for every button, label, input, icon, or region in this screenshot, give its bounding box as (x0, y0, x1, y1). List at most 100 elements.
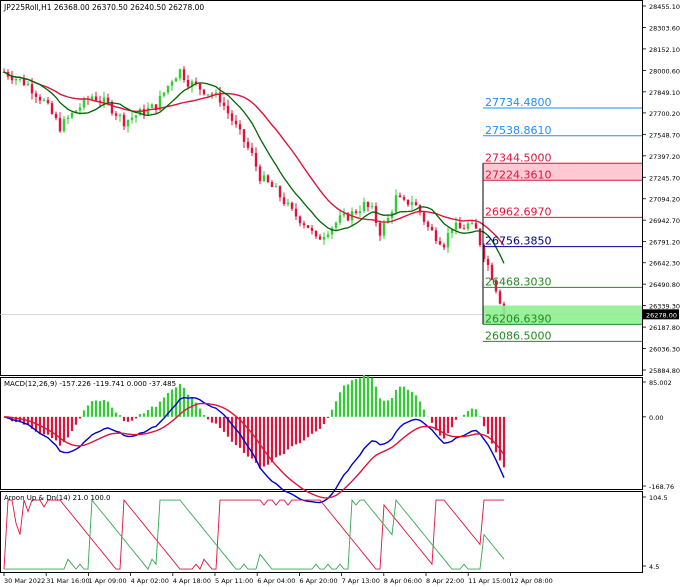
candle-body (198, 83, 202, 90)
price-tick-label: 26187.80 (649, 324, 680, 332)
candle-body (94, 96, 98, 101)
candle-body (490, 264, 494, 280)
candle-body (206, 94, 210, 96)
candle-body (270, 181, 274, 188)
candle-body (78, 107, 82, 111)
candle-body (418, 205, 422, 213)
symbol-info-label: JP225Roll,H1 26368.00 26370.50 26240.50 … (3, 3, 204, 12)
macd-line (3, 396, 505, 504)
candle-body (358, 211, 362, 213)
candle-body (294, 208, 298, 217)
candle-body (354, 211, 358, 213)
time-tick-label: 4 Apr 18:00 (173, 577, 211, 585)
time-tick-label: 30 Mar 2022 (4, 577, 45, 585)
resistance-zone (483, 163, 642, 181)
level-label: 27538.8610 (485, 124, 551, 137)
candle-body (334, 222, 338, 228)
aroon-title-label: Aroon Up & Dn(14) 21.0 100.0 (4, 494, 111, 502)
price-tick-label: 28000.60 (649, 67, 680, 75)
candle-body (74, 110, 78, 113)
candle-body (190, 81, 194, 87)
candle-body (182, 69, 186, 80)
candle-body (342, 213, 346, 216)
price-tick-label: 27245.70 (649, 174, 680, 182)
price-tick-label: 26791.20 (649, 239, 680, 247)
candle-body (30, 84, 34, 94)
candle-body (370, 206, 374, 208)
price-tick-label: 26490.80 (649, 281, 680, 289)
candle-body (314, 230, 318, 237)
candle-body (426, 221, 430, 227)
candle-body (442, 244, 446, 248)
support-zone (483, 305, 642, 325)
level-label: 27734.4800 (485, 96, 551, 109)
price-tick-label: 25884.80 (649, 367, 680, 375)
candle-body (10, 76, 14, 81)
candle-body (326, 234, 330, 238)
fast-moving-average-line (3, 71, 505, 264)
candle-body (366, 202, 370, 207)
price-tick-label: 26642.30 (649, 260, 680, 268)
candle-body (498, 291, 502, 304)
candle-body (54, 113, 58, 119)
candle-body (118, 114, 122, 116)
price-tick-label: 27700.20 (649, 110, 680, 118)
candle-body (222, 102, 226, 106)
candle-body (394, 195, 398, 213)
candle-body (58, 118, 62, 132)
candle-body (450, 229, 454, 234)
candle-body (362, 202, 366, 212)
candle-body (154, 104, 158, 111)
price-tick-label: 27397.20 (649, 153, 680, 161)
candle-body (374, 206, 378, 223)
candle-body (146, 107, 150, 115)
candle-body (378, 222, 382, 236)
candle-body (414, 202, 418, 206)
candle-body (238, 124, 242, 130)
candle-body (166, 85, 170, 93)
candle-body (410, 202, 414, 205)
candle-body (318, 236, 322, 240)
level-label: 26468.3030 (485, 275, 551, 288)
candle-body (306, 225, 310, 228)
candle-body (194, 81, 198, 84)
candle-body (134, 115, 138, 118)
candle-body (106, 97, 110, 102)
price-tick-label: 27849.10 (649, 89, 680, 97)
time-tick-label: 12 Apr 08:00 (510, 577, 552, 585)
candle-body (382, 223, 386, 236)
candle-body (230, 113, 234, 121)
candle-body (330, 227, 334, 235)
current-price-label: 26278.00 (646, 311, 677, 319)
aroon-up-line (4, 498, 505, 570)
candle-body (298, 216, 302, 224)
candle-body (282, 197, 286, 205)
macd-tick-label: -168.76 (649, 483, 674, 491)
candle-body (430, 226, 434, 231)
candle-body (302, 223, 306, 226)
candle-body (322, 237, 326, 240)
candle-body (170, 81, 174, 86)
candle-body (18, 78, 22, 80)
time-tick-label: 31 Mar 16:00 (46, 577, 89, 585)
aroon-pane[interactable] (0, 491, 643, 573)
candle-body (290, 202, 294, 209)
candle-body (66, 117, 70, 120)
candle-body (82, 98, 86, 108)
macd-pane[interactable] (0, 377, 643, 490)
aroon-tick-label: 4.5 (649, 563, 659, 571)
price-tick-label: 26942.70 (649, 217, 680, 225)
candle-body (178, 69, 182, 79)
candle-body (278, 186, 282, 198)
candle-body (266, 175, 270, 182)
candle-body (422, 212, 426, 222)
level-label: 26756.3850 (485, 235, 551, 248)
candle-body (210, 94, 214, 96)
candle-body (494, 279, 498, 292)
candle-body (42, 99, 46, 101)
candle-body (310, 227, 314, 231)
aroon-down-line (3, 498, 504, 570)
macd-tick-label: 85.002 (649, 379, 672, 387)
candle-body (242, 129, 246, 142)
